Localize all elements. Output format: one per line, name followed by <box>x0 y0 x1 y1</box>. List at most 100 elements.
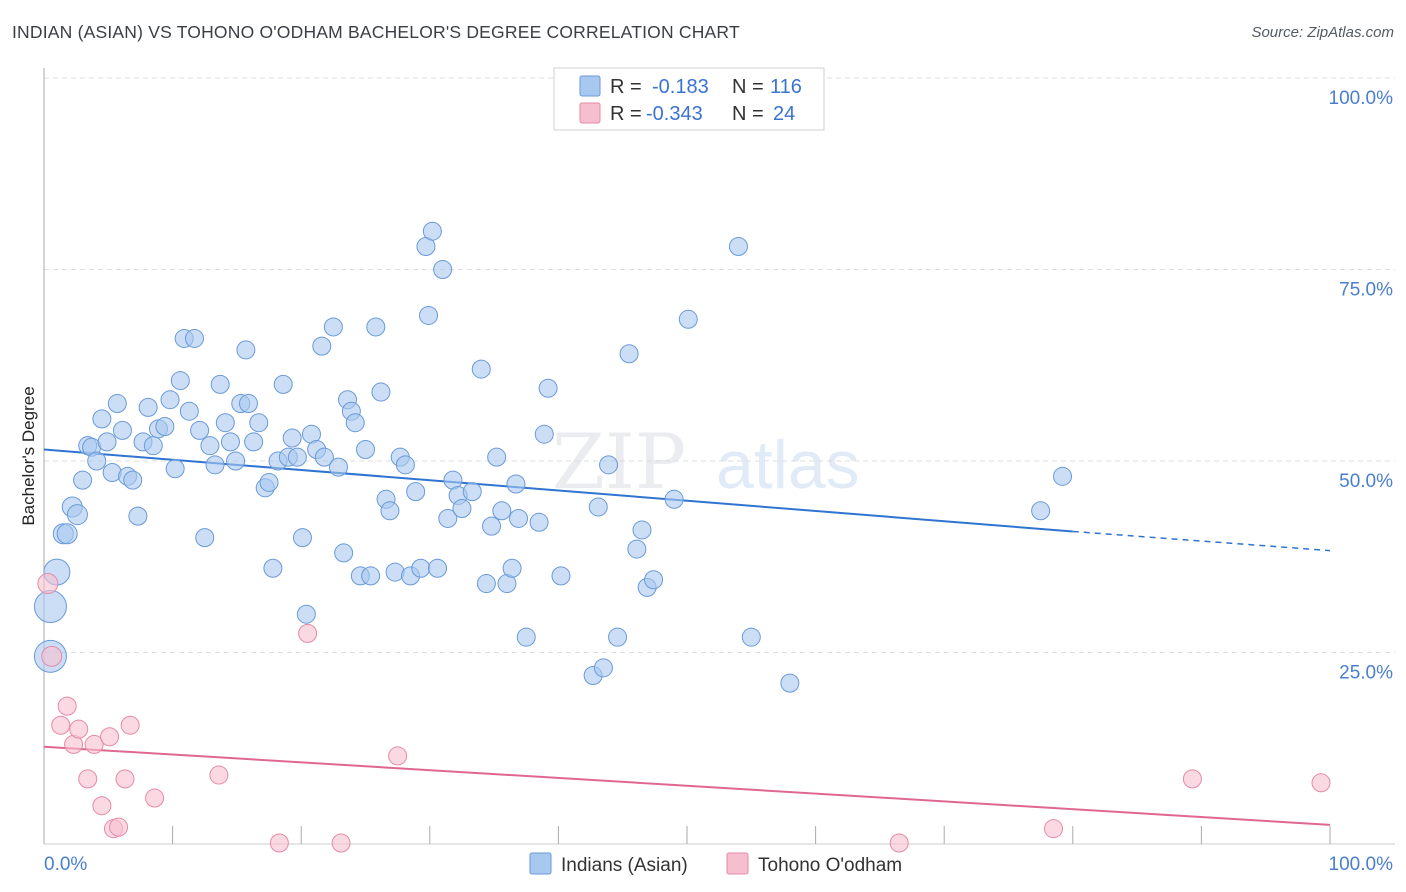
point-indians-asian-51 <box>292 528 312 548</box>
point-indians-asian-33 <box>205 455 225 475</box>
legend-r-value-1: -0.183 <box>652 76 709 98</box>
point-indians-asian-44 <box>259 472 279 492</box>
point-indians-asian-105 <box>619 344 639 364</box>
point-indians-asian-97 <box>534 424 554 444</box>
point-indians-asian-77 <box>419 305 439 325</box>
point-indians-asian-59 <box>334 543 354 563</box>
point-indians-asian-101 <box>588 497 608 517</box>
series-legend-label-1: Indians (Asian) <box>561 855 688 876</box>
point-indians-asian-11 <box>92 409 112 429</box>
point-indians-asian-31 <box>195 528 215 548</box>
x-tick-label-max: 100.0% <box>1329 854 1394 875</box>
point-indians-asian-98 <box>538 378 558 398</box>
point-tohono-oodham-22 <box>1182 769 1202 789</box>
point-indians-asian-39 <box>236 340 256 360</box>
point-indians-asian-17 <box>123 470 143 490</box>
point-indians-asian-111 <box>678 309 698 329</box>
watermark: ZIP atlas <box>552 417 860 506</box>
point-tohono-oodham-19 <box>388 746 408 766</box>
y-tick-label-100: 100.0% <box>1329 88 1394 109</box>
point-indians-asian-79 <box>428 558 448 578</box>
point-tohono-oodham-17 <box>298 623 318 643</box>
x-axis-ticks <box>172 826 1331 844</box>
point-indians-asian-14 <box>107 394 127 414</box>
point-indians-asian-67 <box>371 382 391 402</box>
point-indians-asian-74 <box>406 482 426 502</box>
point-indians-asian-40 <box>238 394 258 414</box>
point-indians-asian-7 <box>73 470 93 490</box>
point-indians-asian-92 <box>502 558 522 578</box>
point-indians-asian-49 <box>282 428 302 448</box>
point-indians-asian-69 <box>380 501 400 521</box>
point-tohono-oodham-2 <box>51 715 71 735</box>
point-indians-asian-80 <box>433 260 453 279</box>
point-tohono-oodham-15 <box>209 765 229 785</box>
point-indians-asian-50 <box>287 447 307 467</box>
point-tohono-oodham-23 <box>1311 773 1331 793</box>
point-indians-asian-96 <box>529 512 549 532</box>
point-indians-asian-99 <box>551 566 571 586</box>
point-indians-asian-81 <box>438 508 458 528</box>
point-tohono-oodham-5 <box>69 719 89 739</box>
series-legend-swatch-2 <box>726 852 749 875</box>
point-indians-asian-35 <box>215 413 235 433</box>
y-tick-labels: 25.0% 50.0% 75.0% 100.0% <box>1329 88 1394 684</box>
point-indians-asian-58 <box>328 457 348 477</box>
point-indians-asian-47 <box>273 374 293 394</box>
watermark-zip: ZIP <box>552 417 686 506</box>
correlation-legend: R = -0.183 N = 116 R = -0.343 N = 24 <box>553 67 825 131</box>
point-indians-asian-55 <box>312 336 332 356</box>
point-indians-asian-56 <box>314 447 334 467</box>
point-indians-asian-42 <box>249 413 269 433</box>
point-indians-asian-21 <box>143 436 163 456</box>
series-legend-label-2: Tohono O'odham <box>758 855 902 876</box>
point-indians-asian-110 <box>664 489 684 509</box>
point-indians-asian-116 <box>1053 466 1073 486</box>
point-indians-asian-52 <box>296 604 316 624</box>
trend-line-indians-asian-extension <box>1072 530 1331 552</box>
gridlines <box>44 77 1395 653</box>
series-legend: Indians (Asian) Tohono O'odham <box>529 852 902 876</box>
legend-swatch-blue <box>579 75 601 97</box>
point-indians-asian-107 <box>632 520 652 540</box>
point-indians-asian-45 <box>263 558 283 578</box>
point-tohono-oodham-1 <box>41 645 63 667</box>
x-tick-label-min: 0.0% <box>44 854 87 875</box>
point-indians-asian-95 <box>516 627 536 647</box>
point-indians-asian-93 <box>506 474 526 494</box>
point-indians-asian-24 <box>160 390 180 410</box>
point-tohono-oodham-14 <box>145 788 165 808</box>
y-tick-label-25: 25.0% <box>1339 663 1393 684</box>
point-indians-asian-15 <box>112 420 132 440</box>
point-tohono-oodham-7 <box>84 734 104 754</box>
point-indians-asian-89 <box>487 447 507 467</box>
point-indians-asian-1 <box>33 590 67 624</box>
point-indians-asian-23 <box>155 417 175 437</box>
point-indians-asian-112 <box>728 237 748 257</box>
point-tohono-oodham-3 <box>57 696 77 716</box>
point-tohono-oodham-9 <box>100 727 120 747</box>
point-tohono-oodham-11 <box>109 817 129 837</box>
point-tohono-oodham-0 <box>37 573 59 595</box>
point-indians-asian-65 <box>361 566 381 586</box>
point-indians-asian-86 <box>471 359 491 379</box>
point-indians-asian-29 <box>184 328 204 348</box>
trend-line-tohono-oodham <box>43 745 1331 826</box>
point-indians-asian-4 <box>56 523 78 545</box>
legend-r-label-2: R = <box>610 103 642 125</box>
point-indians-asian-18 <box>128 506 148 526</box>
point-tohono-oodham-16 <box>269 833 289 853</box>
y-axis-title: Bachelor's Degree <box>19 386 38 525</box>
point-tohono-oodham-8 <box>92 796 112 816</box>
point-indians-asian-115 <box>1031 501 1051 521</box>
point-indians-asian-90 <box>492 501 512 521</box>
point-indians-asian-109 <box>644 570 664 590</box>
point-indians-asian-66 <box>366 317 386 337</box>
point-tohono-oodham-18 <box>331 833 351 853</box>
point-indians-asian-6 <box>66 504 88 526</box>
legend-n-value-2: 24 <box>773 103 795 125</box>
point-indians-asian-30 <box>190 420 210 440</box>
point-indians-asian-62 <box>345 413 365 433</box>
point-indians-asian-64 <box>356 440 375 460</box>
point-indians-asian-36 <box>220 432 240 452</box>
